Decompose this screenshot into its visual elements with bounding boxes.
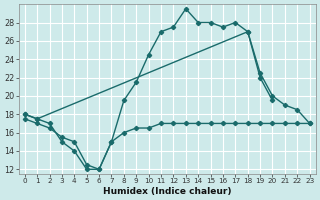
X-axis label: Humidex (Indice chaleur): Humidex (Indice chaleur) [103,187,231,196]
